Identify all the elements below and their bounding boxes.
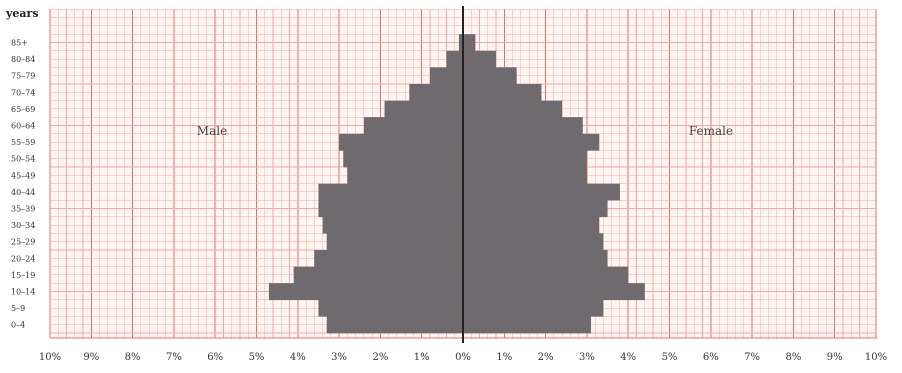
age-label-17: 85+ [11, 39, 28, 48]
male-label: Male [197, 124, 227, 138]
x-tick-label-9: 1% [414, 352, 430, 363]
bar-female-16 [463, 50, 497, 68]
bar-male-0 [326, 316, 463, 334]
x-tick-label-6: 4% [290, 352, 306, 363]
age-label-0: 0–4 [11, 321, 25, 330]
age-label-4: 20–24 [11, 254, 35, 263]
age-label-11: 55–59 [11, 138, 35, 147]
x-tick-label-8: 2% [372, 352, 388, 363]
bar-male-4 [314, 250, 463, 267]
bar-female-9 [463, 167, 587, 184]
x-tick-label-20: 10% [865, 352, 887, 363]
bar-female-5 [463, 233, 604, 251]
bar-male-16 [446, 50, 463, 68]
age-label-2: 10–14 [11, 288, 35, 297]
bar-male-12 [363, 117, 463, 135]
bar-female-8 [463, 183, 620, 201]
x-tick-label-5: 5% [249, 352, 265, 363]
bar-male-14 [409, 84, 463, 101]
bar-male-3 [293, 266, 463, 284]
age-label-1: 5–9 [11, 304, 25, 313]
x-tick-label-11: 1% [496, 352, 512, 363]
bar-male-7 [318, 200, 463, 218]
age-labels: 0–4 5–9 10–14 15–19 20–24 25–29 30–34 35–39 40–4… [11, 39, 35, 330]
x-tick-label-3: 7% [166, 352, 182, 363]
x-tick-label-15: 5% [662, 352, 678, 363]
bar-male-8 [318, 183, 463, 201]
age-label-10: 50–54 [11, 155, 35, 164]
bar-female-0 [463, 316, 592, 334]
bar-female-10 [463, 150, 587, 168]
x-tick-label-12: 2% [538, 352, 554, 363]
age-label-13: 65–69 [11, 105, 35, 114]
bar-female-14 [463, 84, 542, 101]
female-label: Female [689, 124, 733, 138]
x-tick-label-18: 8% [785, 352, 801, 363]
bar-female-6 [463, 216, 600, 234]
bar-male-5 [326, 233, 463, 251]
bar-female-12 [463, 117, 583, 135]
x-tick-label-10: 0% [455, 352, 471, 363]
bar-male-10 [343, 150, 463, 168]
age-label-3: 15–19 [11, 271, 35, 280]
bar-female-1 [463, 299, 604, 317]
x-tick-label-1: 9% [83, 352, 99, 363]
age-label-6: 30–34 [11, 221, 35, 230]
x-tick-label-17: 7% [744, 352, 760, 363]
x-tick-label-2: 8% [125, 352, 141, 363]
bar-female-4 [463, 250, 608, 267]
bar-male-17 [458, 34, 463, 52]
bar-female-2 [463, 283, 645, 301]
bar-female-3 [463, 266, 629, 284]
bar-male-13 [384, 100, 463, 118]
x-tick-label-13: 3% [579, 352, 595, 363]
bars [268, 34, 645, 334]
age-label-15: 75–79 [11, 72, 35, 81]
y-unit-label: years [5, 7, 39, 20]
age-label-5: 25–29 [11, 238, 35, 247]
age-label-7: 35–39 [11, 205, 35, 214]
bar-male-11 [339, 133, 463, 151]
x-tick-label-19: 9% [827, 352, 843, 363]
x-tick-label-7: 3% [331, 352, 347, 363]
x-tick-label-14: 4% [620, 352, 636, 363]
bar-male-1 [318, 299, 463, 317]
age-label-8: 40–44 [11, 188, 35, 197]
bar-male-9 [347, 167, 463, 184]
bar-female-11 [463, 133, 600, 151]
bar-female-7 [463, 200, 608, 218]
bar-female-15 [463, 67, 517, 85]
bar-male-15 [429, 67, 463, 85]
bar-male-6 [322, 216, 463, 234]
bar-male-2 [268, 283, 463, 301]
x-tick-labels: 10% 9% 8% 7% 6% 5% 4% 3% 2% 1% 0% 1% 2% 3% 4% 5% 6% 7% 8% 9… [39, 352, 887, 363]
x-tick-label-16: 6% [703, 352, 719, 363]
age-label-12: 60–64 [11, 122, 35, 131]
bar-female-17 [463, 34, 476, 52]
x-tick-label-0: 10% [39, 352, 61, 363]
age-label-16: 80–84 [11, 55, 35, 64]
bar-female-13 [463, 100, 563, 118]
x-tick-label-4: 6% [207, 352, 223, 363]
age-label-9: 45–49 [11, 171, 35, 180]
age-label-14: 70–74 [11, 88, 35, 97]
